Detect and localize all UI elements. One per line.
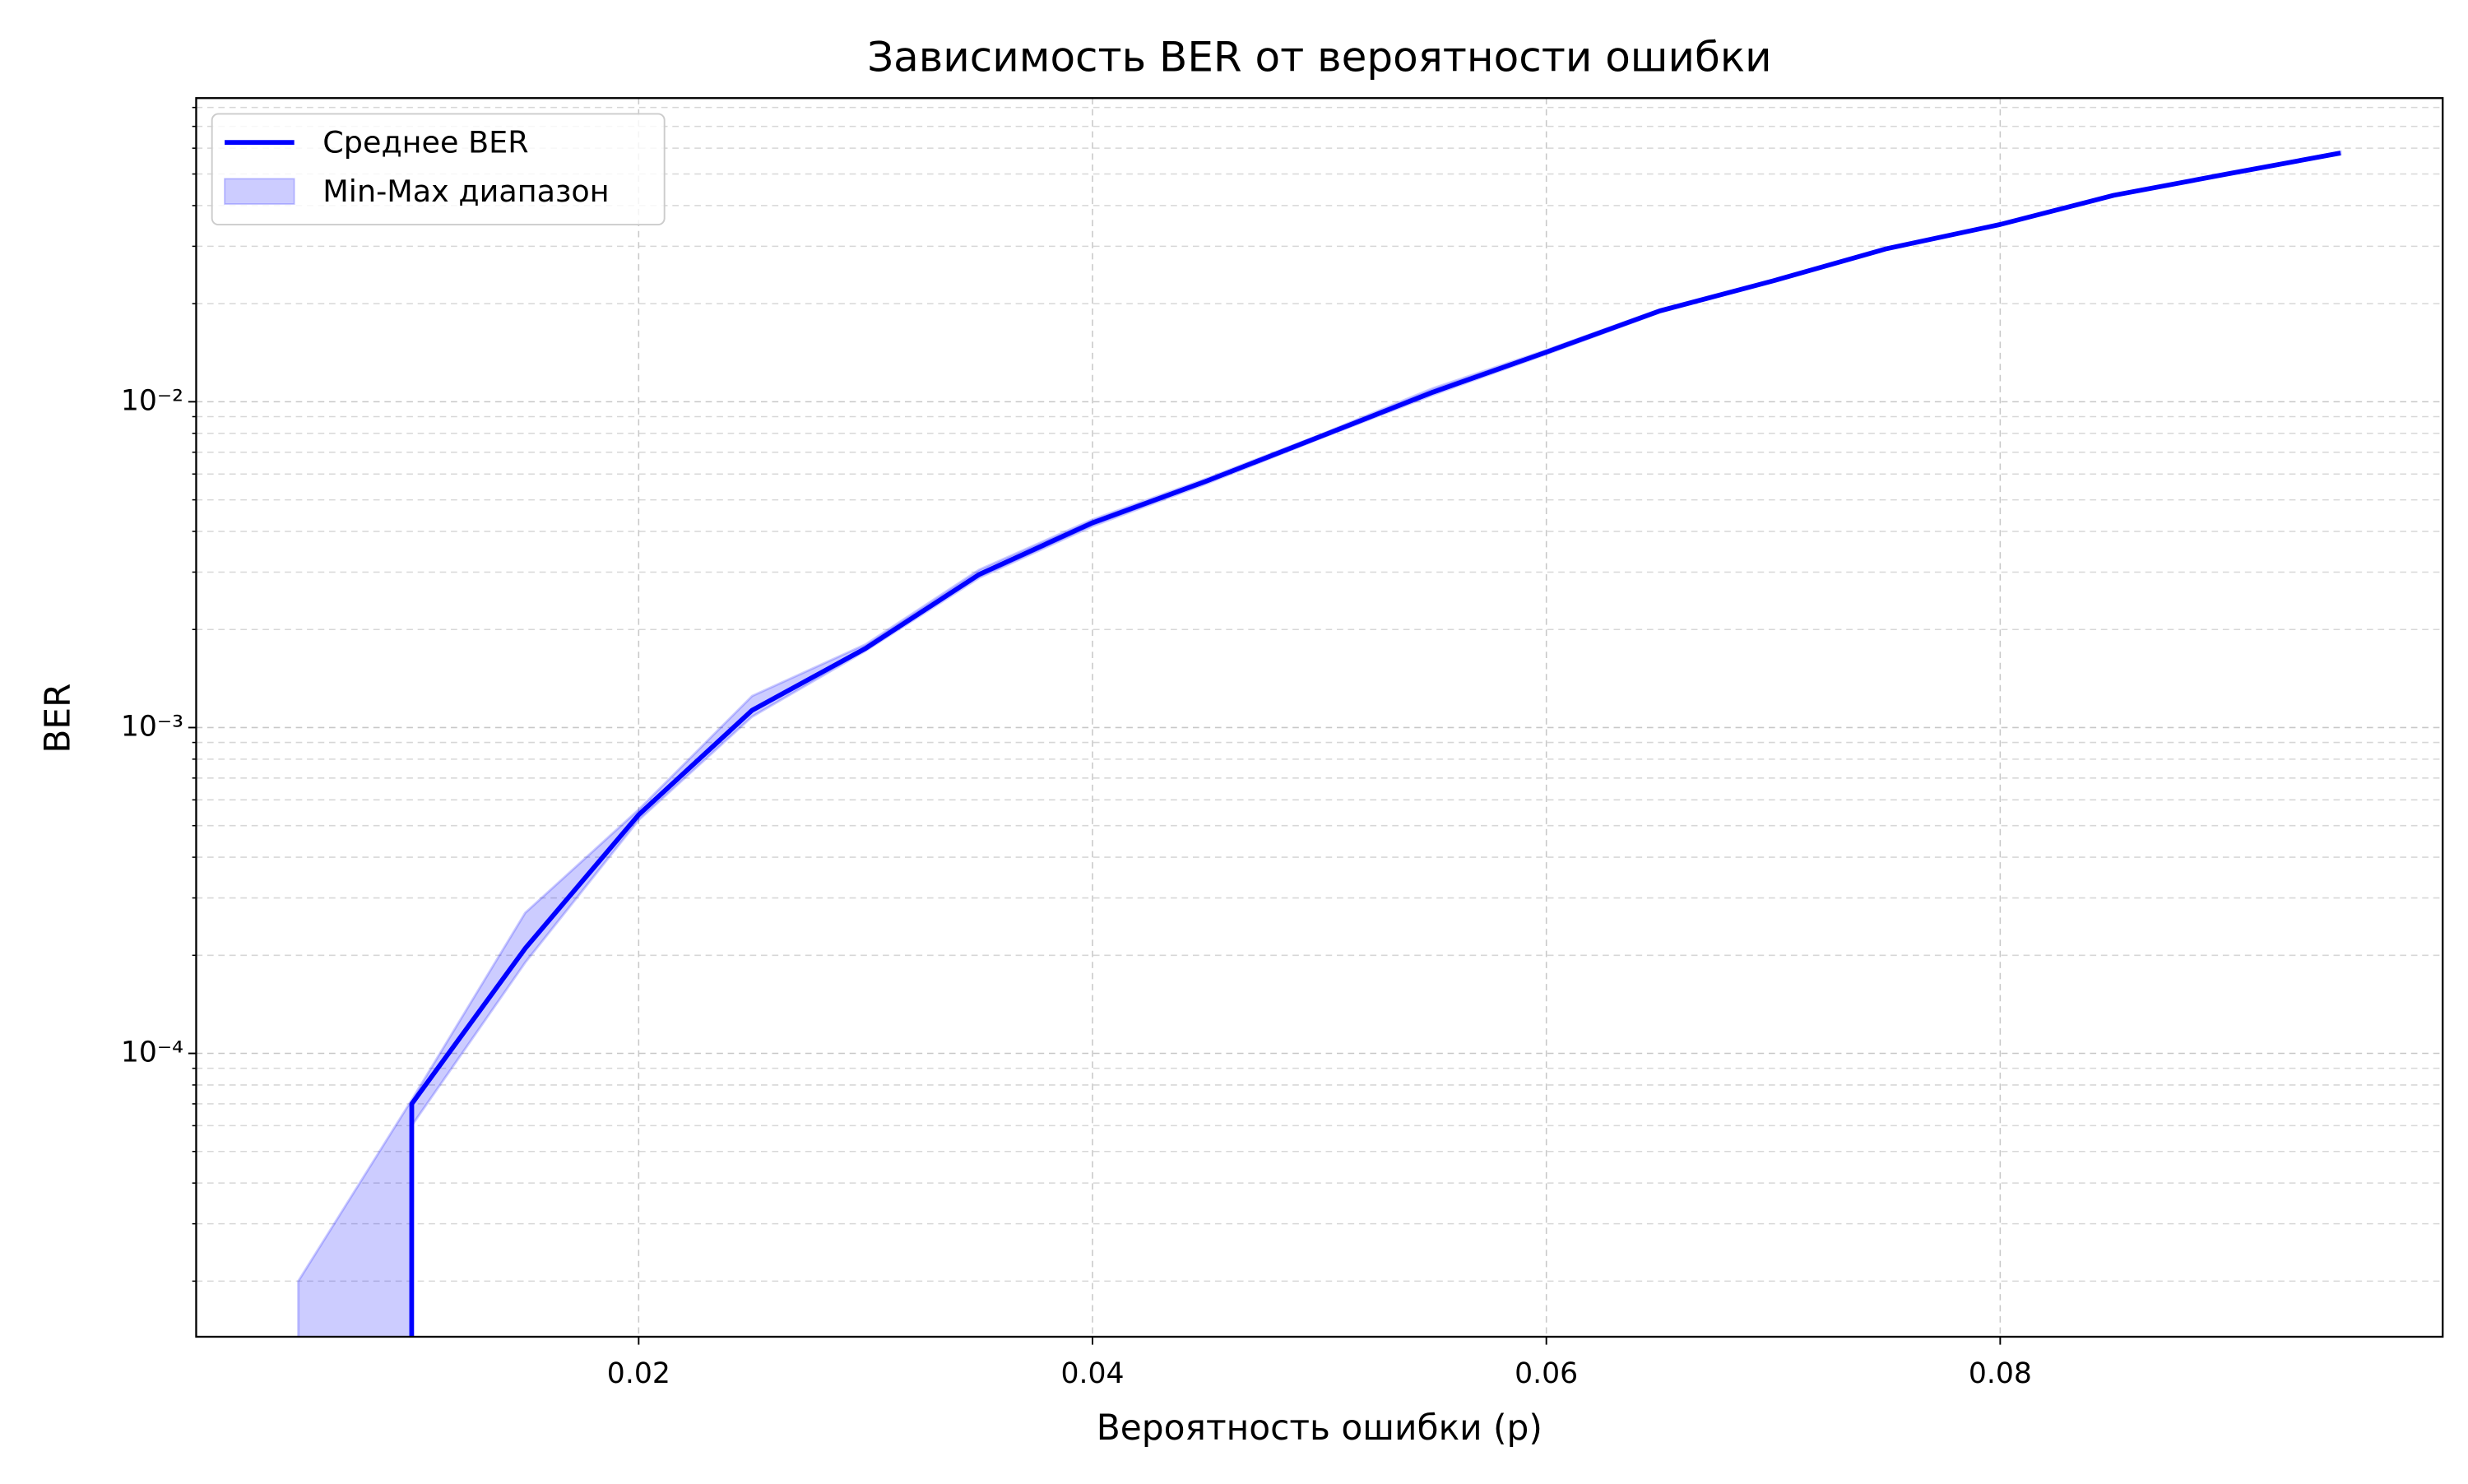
legend-patch (224, 178, 295, 206)
legend-box (211, 113, 666, 226)
x-tick-label: 0.08 (1969, 1357, 2032, 1390)
x-tick-label: 0.02 (607, 1357, 670, 1390)
legend-label: Среднее BER (322, 125, 528, 160)
y-tick-label: 10⁻³ (121, 710, 183, 743)
mean-line (409, 151, 2341, 1337)
x-axis-label: Вероятность ошибки (p) (1097, 1407, 1542, 1448)
chart-title: Зависимость BER от вероятности ошибки (867, 34, 1772, 81)
x-tick-label: 0.04 (1060, 1357, 1124, 1390)
plot-frame (195, 97, 2444, 1338)
y-tick-label: 10⁻² (121, 384, 183, 417)
plot-area (297, 150, 2342, 1337)
y-tick-label: 10⁻⁴ (121, 1036, 183, 1069)
y-axis-label: BER (38, 684, 78, 754)
legend-label: Min-Max диапазон (322, 174, 609, 209)
x-tick-label: 0.06 (1515, 1357, 1578, 1390)
